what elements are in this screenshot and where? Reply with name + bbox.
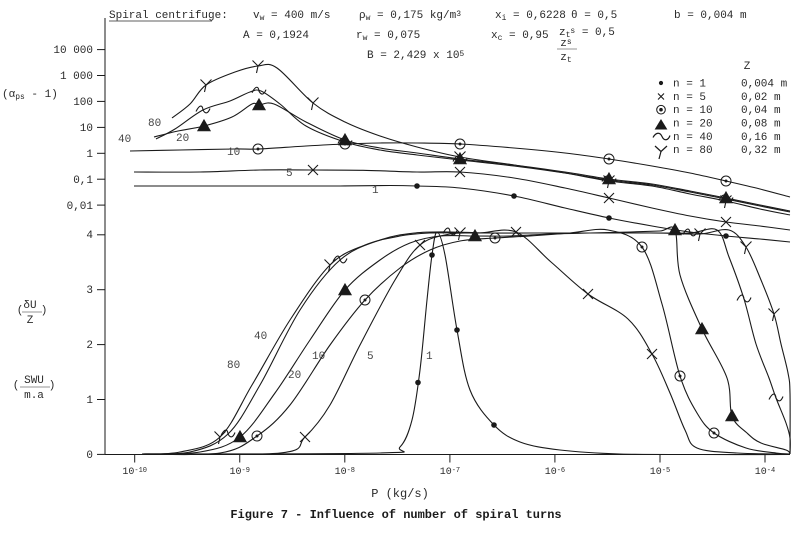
svg-text:0,02 m: 0,02 m	[741, 92, 781, 104]
svg-text:5: 5	[367, 351, 374, 363]
svg-text:δU: δU	[23, 300, 36, 312]
svg-text:2: 2	[86, 340, 93, 352]
svg-text:1: 1	[372, 185, 379, 197]
svg-text:0,32 m: 0,32 m	[741, 145, 781, 157]
svg-text:(: (	[17, 305, 24, 317]
svg-text:Z: Z	[744, 61, 751, 73]
svg-text:40: 40	[254, 331, 267, 343]
svg-text:10: 10	[80, 123, 93, 135]
svg-text:): )	[41, 305, 48, 317]
svg-text:10 000: 10 000	[53, 45, 93, 57]
svg-text:0,04 m: 0,04 m	[741, 105, 781, 117]
svg-text:n = 20: n = 20	[673, 119, 713, 131]
svg-text:n = 10: n = 10	[673, 105, 713, 117]
svg-text:100: 100	[73, 97, 93, 109]
svg-text:(: (	[13, 380, 20, 392]
svg-text:20: 20	[176, 133, 189, 145]
svg-text:0,01: 0,01	[67, 201, 94, 213]
svg-text:P (kg/s): P (kg/s)	[371, 487, 429, 501]
svg-text:10: 10	[312, 351, 325, 363]
svg-text:80: 80	[227, 360, 240, 372]
svg-text:0,08 m: 0,08 m	[741, 119, 781, 131]
svg-text:1 000: 1 000	[60, 71, 93, 83]
svg-text:0,16 m: 0,16 m	[741, 132, 781, 144]
svg-text:Z: Z	[27, 315, 34, 327]
svg-text:B = 2,429 x 105: B = 2,429 x 105	[367, 50, 464, 62]
svg-text:n = 80: n = 80	[673, 145, 713, 157]
svg-text:0,004 m: 0,004 m	[741, 79, 788, 91]
svg-text:80: 80	[148, 118, 161, 130]
svg-text:3: 3	[86, 285, 93, 297]
svg-text:n = 1: n = 1	[673, 79, 706, 91]
svg-text:SWU: SWU	[24, 375, 44, 387]
svg-text:m.a: m.a	[24, 390, 44, 402]
svg-text:20: 20	[288, 370, 301, 382]
svg-text:Figure 7 - Influence of number: Figure 7 - Influence of number of spiral…	[230, 508, 561, 522]
svg-text:(αps - 1): (αps - 1)	[2, 89, 58, 102]
svg-text:0,1: 0,1	[73, 175, 93, 187]
svg-text:xi = 0,6228: xi = 0,6228	[495, 10, 566, 23]
svg-text:): )	[49, 380, 56, 392]
svg-text:Spiral centrifuge:: Spiral centrifuge:	[109, 10, 228, 22]
svg-text:4: 4	[86, 230, 93, 242]
svg-text:A = 0,1924: A = 0,1924	[243, 30, 309, 42]
svg-text:b = 0,004 m: b = 0,004 m	[674, 10, 747, 22]
svg-text:1: 1	[86, 149, 93, 161]
svg-text:vw = 400 m/s: vw = 400 m/s	[253, 10, 330, 23]
svg-text:θ = 0,5: θ = 0,5	[571, 10, 617, 22]
svg-text:40: 40	[118, 134, 131, 146]
svg-text:1: 1	[86, 395, 93, 407]
svg-text:n = 5: n = 5	[673, 92, 706, 104]
svg-text:10: 10	[227, 147, 240, 159]
svg-text:ρw = 0,175 kg/m3: ρw = 0,175 kg/m3	[359, 10, 461, 23]
svg-text:n = 40: n = 40	[673, 132, 713, 144]
svg-text:5: 5	[286, 168, 293, 180]
svg-text:1: 1	[426, 351, 433, 363]
svg-text:0: 0	[86, 450, 93, 462]
